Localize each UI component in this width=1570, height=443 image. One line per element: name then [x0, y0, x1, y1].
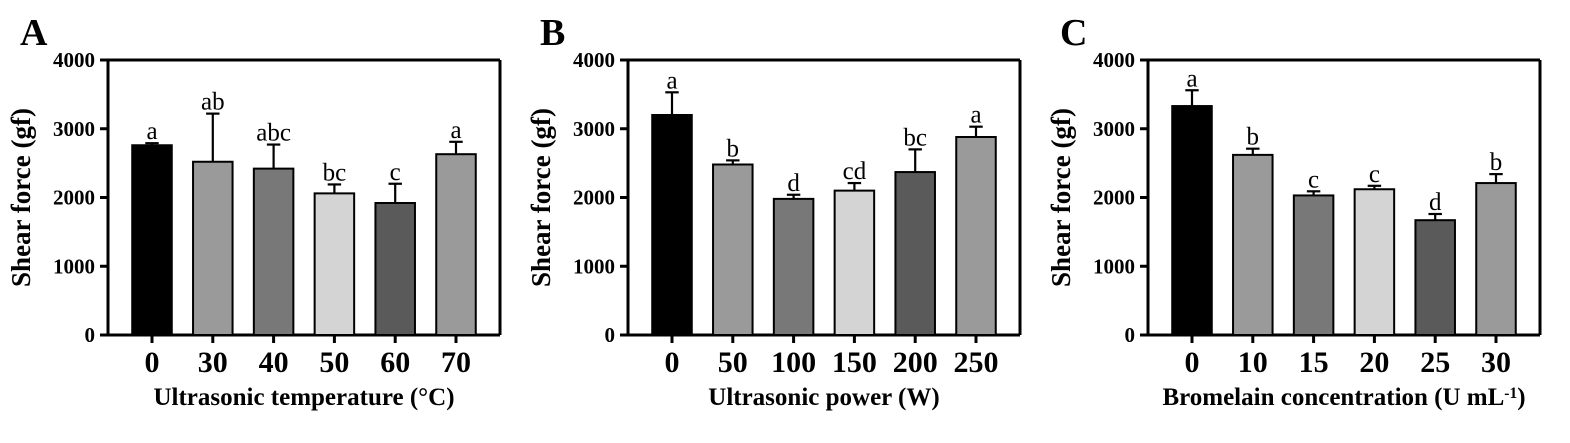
svg-text:c: c [1308, 166, 1319, 193]
svg-text:ab: ab [201, 89, 225, 116]
svg-text:60: 60 [380, 346, 410, 379]
svg-text:50: 50 [718, 346, 748, 379]
svg-text:c: c [1369, 161, 1380, 188]
svg-text:b: b [1490, 149, 1503, 176]
svg-text:bc: bc [323, 159, 347, 186]
svg-text:30: 30 [1481, 346, 1511, 379]
svg-text:1000: 1000 [573, 254, 615, 278]
svg-text:0: 0 [85, 323, 96, 347]
svg-text:4000: 4000 [53, 48, 95, 72]
svg-text:70: 70 [441, 346, 471, 379]
svg-text:a: a [666, 67, 677, 94]
svg-text:b: b [1247, 124, 1260, 151]
svg-text:3000: 3000 [573, 117, 615, 141]
svg-text:Shear force (gf): Shear force (gf) [526, 108, 556, 287]
svg-text:1000: 1000 [1093, 254, 1135, 278]
svg-text:4000: 4000 [1093, 48, 1135, 72]
svg-text:4000: 4000 [573, 48, 615, 72]
svg-text:a: a [450, 117, 461, 144]
svg-text:0: 0 [1185, 346, 1200, 379]
svg-text:a: a [1186, 65, 1197, 92]
svg-text:2000: 2000 [573, 186, 615, 210]
svg-text:B: B [540, 12, 565, 54]
svg-text:cd: cd [843, 158, 867, 185]
svg-text:c: c [390, 159, 401, 186]
svg-text:b: b [727, 135, 740, 162]
svg-text:Ultrasonic temperature (°C): Ultrasonic temperature (°C) [153, 384, 454, 411]
svg-text:2000: 2000 [1093, 186, 1135, 210]
svg-text:0: 0 [1125, 323, 1136, 347]
svg-text:Bromelain concentration (U mL-: Bromelain concentration (U mL-1) [1162, 384, 1525, 411]
svg-text:a: a [146, 118, 157, 145]
svg-text:25: 25 [1420, 346, 1450, 379]
svg-text:d: d [787, 170, 800, 197]
svg-text:Ultrasonic power (W): Ultrasonic power (W) [708, 384, 939, 411]
svg-text:A: A [20, 12, 48, 54]
svg-text:2000: 2000 [53, 186, 95, 210]
svg-text:40: 40 [259, 346, 289, 379]
svg-text:C: C [1060, 12, 1087, 54]
svg-text:abc: abc [256, 120, 291, 147]
svg-text:1000: 1000 [53, 254, 95, 278]
svg-text:250: 250 [954, 346, 999, 379]
svg-text:d: d [1429, 189, 1442, 216]
svg-text:3000: 3000 [53, 117, 95, 141]
svg-text:Shear force (gf): Shear force (gf) [1046, 108, 1076, 287]
svg-text:50: 50 [319, 346, 349, 379]
svg-text:150: 150 [832, 346, 877, 379]
svg-text:0: 0 [145, 346, 160, 379]
svg-text:0: 0 [665, 346, 680, 379]
svg-text:0: 0 [605, 323, 616, 347]
svg-text:20: 20 [1359, 346, 1389, 379]
svg-text:bc: bc [903, 124, 927, 151]
svg-text:10: 10 [1238, 346, 1268, 379]
svg-text:a: a [970, 102, 981, 129]
svg-text:30: 30 [198, 346, 228, 379]
svg-text:200: 200 [893, 346, 938, 379]
svg-text:Shear force (gf): Shear force (gf) [6, 108, 36, 287]
svg-text:100: 100 [771, 346, 816, 379]
svg-text:15: 15 [1299, 346, 1329, 379]
svg-text:3000: 3000 [1093, 117, 1135, 141]
